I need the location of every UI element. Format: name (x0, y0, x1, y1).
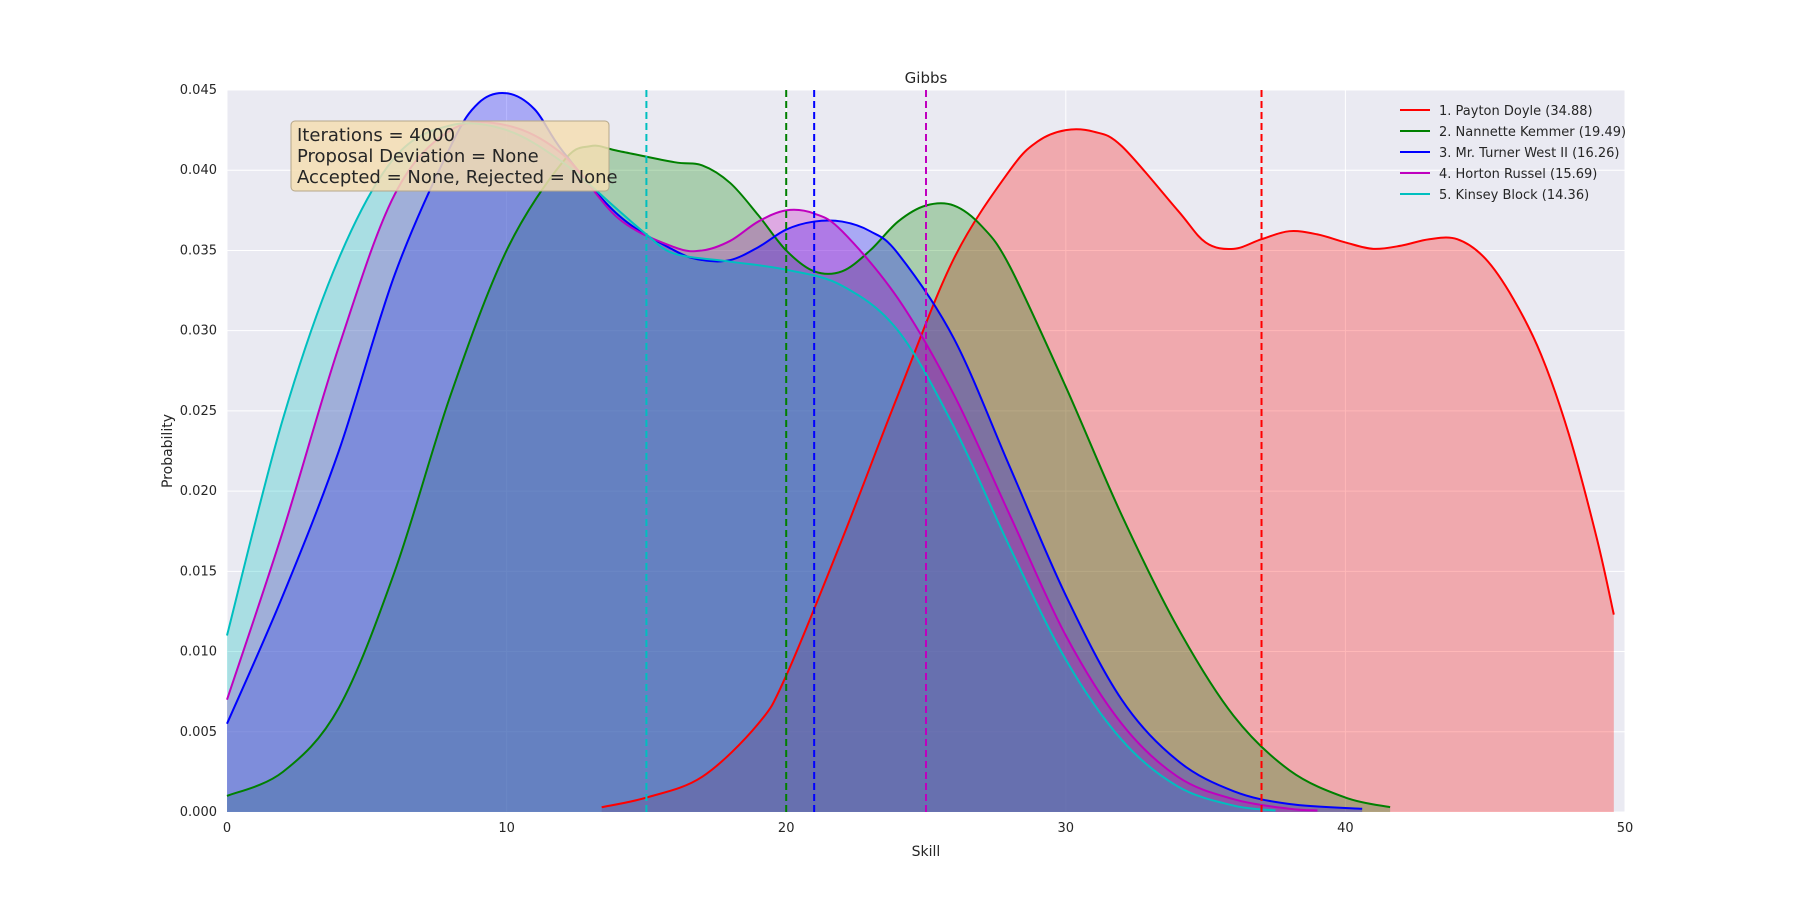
line-4-horton-russel-15-69 (226, 120, 1318, 812)
info-iterations: Iterations = 4000 (297, 125, 455, 146)
legend-label: 1. Payton Doyle (34.88) (1439, 104, 1593, 119)
line-1-payton-doyle-34-88 (601, 128, 1615, 809)
area-1-payton-doyle-34-88 (601, 129, 1614, 812)
y-tick-label: 0.045 (180, 83, 217, 98)
line-2-nannette-kemmer-19-49 (226, 144, 1391, 809)
line-5-kinsey-block-14-36 (226, 122, 1276, 812)
plot-background (227, 90, 1625, 812)
x-tick-label: 30 (1058, 821, 1075, 836)
y-tick-label: 0.035 (180, 243, 217, 258)
y-tick-label: 0.025 (180, 404, 217, 419)
y-tick-label: 0.005 (180, 725, 217, 740)
x-tick-label: 40 (1337, 821, 1354, 836)
info-box-background (290, 120, 610, 192)
chart-title: Gibbs (905, 69, 948, 87)
area-4-horton-russel-15-69 (227, 121, 1318, 813)
x-axis-label: Skill (912, 844, 941, 860)
info-accepted-rejected: Accepted = None, Rejected = None (297, 167, 618, 188)
x-tick-label: 0 (223, 821, 231, 836)
y-tick-label: 0.040 (180, 163, 217, 178)
y-axis-label: Probability (160, 414, 176, 488)
x-tick-label: 50 (1617, 821, 1634, 836)
y-tick-label: 0.015 (180, 564, 217, 579)
info-box: Iterations = 4000 Proposal Deviation = N… (290, 120, 618, 192)
series-areas (227, 92, 1614, 813)
area-2-nannette-kemmer-19-49 (227, 145, 1391, 813)
x-tick-label: 10 (498, 821, 515, 836)
line-3-mr-turner-west-ii-16-26 (226, 91, 1363, 810)
legend-label: 3. Mr. Turner West II (16.26) (1439, 146, 1619, 161)
x-tick-label: 20 (778, 821, 795, 836)
y-tick-labels: 0.000 0.005 0.010 0.015 0.020 0.025 0.030 0.035… (180, 83, 217, 820)
y-tick-label: 0.020 (180, 484, 217, 499)
legend: 1. Payton Doyle (34.88) 2. Nannette Kemme… (1400, 104, 1626, 203)
area-3-mr-turner-west-ii-16-26 (227, 92, 1363, 812)
legend-label: 5. Kinsey Block (14.36) (1439, 188, 1589, 203)
y-tick-label: 0.000 (180, 805, 217, 820)
legend-label: 4. Horton Russel (15.69) (1439, 167, 1597, 182)
x-tick-labels: 0 10 20 30 40 50 (223, 821, 1633, 836)
y-tick-label: 0.030 (180, 324, 217, 339)
area-5-kinsey-block-14-36 (227, 123, 1276, 812)
legend-label: 2. Nannette Kemmer (19.49) (1439, 125, 1626, 140)
series-lines (226, 91, 1615, 812)
y-tick-label: 0.010 (180, 645, 217, 660)
info-proposal-deviation: Proposal Deviation = None (297, 146, 539, 167)
